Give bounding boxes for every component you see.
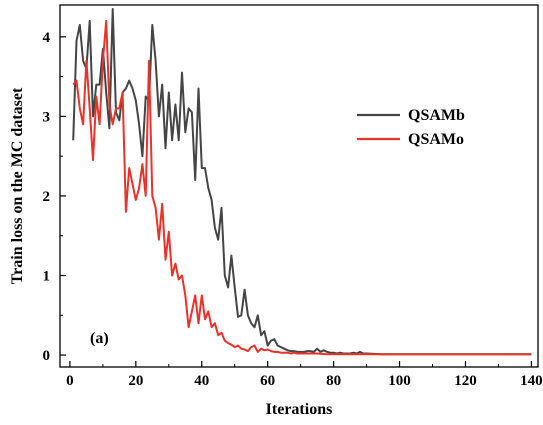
legend-label-qsamo: QSAMo — [408, 131, 464, 148]
x-tick-label: 0 — [66, 373, 74, 389]
x-tick-label: 20 — [128, 373, 143, 389]
series-line-qsamo — [72, 19, 532, 356]
y-axis-label: Train loss on the MC dataset — [9, 87, 26, 284]
plot-frame — [59, 4, 539, 368]
y-tick-label: 0 — [43, 348, 51, 364]
x-tick-label: 60 — [260, 373, 275, 389]
x-tick-label: 140 — [520, 373, 543, 389]
x-tick-label: 40 — [194, 373, 209, 389]
legend-label-qsamb: QSAMb — [408, 107, 465, 124]
x-tick-label: 100 — [388, 373, 411, 389]
ticks-layer: 0 20 40 60 80 100 120 140 0 1 2 3 4 — [43, 30, 543, 389]
y-tick-label: 3 — [43, 109, 51, 125]
x-tick-label: 80 — [326, 373, 341, 389]
x-tick-label: 120 — [454, 373, 477, 389]
y-tick-label: 4 — [43, 30, 51, 46]
panel-annotation: (a) — [90, 330, 109, 347]
y-tick-label: 1 — [43, 269, 51, 285]
legend: QSAMb QSAMo — [357, 107, 465, 148]
x-axis-label: Iterations — [266, 401, 333, 418]
series-layer — [72, 8, 532, 356]
y-tick-label: 2 — [43, 189, 51, 205]
series-line-qsamb — [72, 8, 532, 356]
